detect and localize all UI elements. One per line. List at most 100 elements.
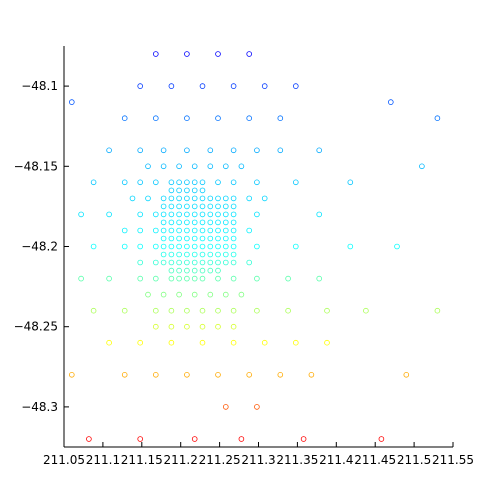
data-point [223,291,229,298]
data-point [137,227,144,234]
x-tick-label: 211.1 [86,453,120,467]
data-point [153,259,159,266]
data-point [215,275,221,282]
data-point [191,267,198,274]
data-point [230,339,237,346]
data-point [121,243,128,250]
data-point [316,211,323,218]
data-point [160,203,167,210]
data-point [199,187,206,194]
data-point [106,339,112,346]
data-point [207,291,214,298]
data-point [160,147,167,154]
data-point [153,179,159,186]
y-ticks: −48.3 −48.25 −48.2 −48.15 −48.1 [14,79,69,414]
data-point [246,51,253,57]
data-point [199,219,206,226]
data-point [137,147,144,154]
data-point [176,267,182,274]
data-point [215,235,221,242]
data-point [199,195,206,202]
data-point [254,147,260,154]
data-point [153,211,159,218]
data-point [199,267,206,274]
data-point [168,203,175,210]
x-tick-label: 211.25 [199,453,241,467]
data-point [176,211,182,218]
data-point [230,259,237,266]
data-point [238,436,245,442]
x-tick-label: 211.4 [319,453,353,467]
data-point [184,227,190,234]
data-point [168,339,175,346]
data-point [78,211,84,218]
data-point [160,163,167,170]
data-point [261,339,268,346]
data-point [160,211,167,218]
data-point [238,163,245,170]
data-point [168,235,175,242]
data-point [137,83,144,89]
data-point [121,227,128,234]
data-point [207,163,214,170]
data-point [191,227,198,234]
data-point [184,267,190,274]
data-point [324,307,330,314]
data-point [215,203,221,210]
data-point [254,307,260,314]
data-point [191,179,198,186]
data-point [254,404,260,410]
data-point [223,259,229,266]
data-point [160,291,167,298]
data-point [207,243,214,250]
data-point [145,195,151,202]
data-point [215,211,221,218]
data-point [230,219,237,226]
data-point [199,83,206,89]
data-point [176,219,182,226]
data-point [168,211,175,218]
data-point [176,227,182,234]
data-point [347,179,354,186]
data-point [223,219,229,226]
data-point [230,243,237,250]
data-point [223,251,229,258]
data-point [230,147,237,154]
data-point [121,115,128,121]
data-point [191,251,198,258]
data-point [230,203,237,210]
data-point [403,371,410,378]
data-point [168,323,175,330]
data-point [168,187,175,194]
data-point [191,195,198,202]
y-tick-label: −48.25 [14,320,58,334]
data-point [199,307,206,314]
data-point [184,251,190,258]
data-point [191,436,198,442]
data-point [207,203,214,210]
data-point [191,291,198,298]
data-point [137,275,144,282]
data-point [191,211,198,218]
data-point [153,227,159,234]
x-tick-label: 211.15 [121,453,163,467]
data-point [207,147,214,154]
data-point [153,275,159,282]
data-point [153,371,159,378]
plot-area: 211.05 211.1 211.15 211.2 211.25 211.3 211.35 2… [14,46,474,467]
data-point [215,371,221,378]
data-point [277,147,284,154]
data-point [86,436,92,442]
data-point [129,195,136,202]
data-point [121,307,128,314]
data-point [308,371,315,378]
data-point [254,275,260,282]
data-point [137,243,144,250]
data-point [215,259,221,266]
data-point [168,243,175,250]
data-point [230,179,237,186]
data-point [215,179,221,186]
data-point [176,203,182,210]
data-point [394,243,400,250]
data-point [106,211,112,218]
